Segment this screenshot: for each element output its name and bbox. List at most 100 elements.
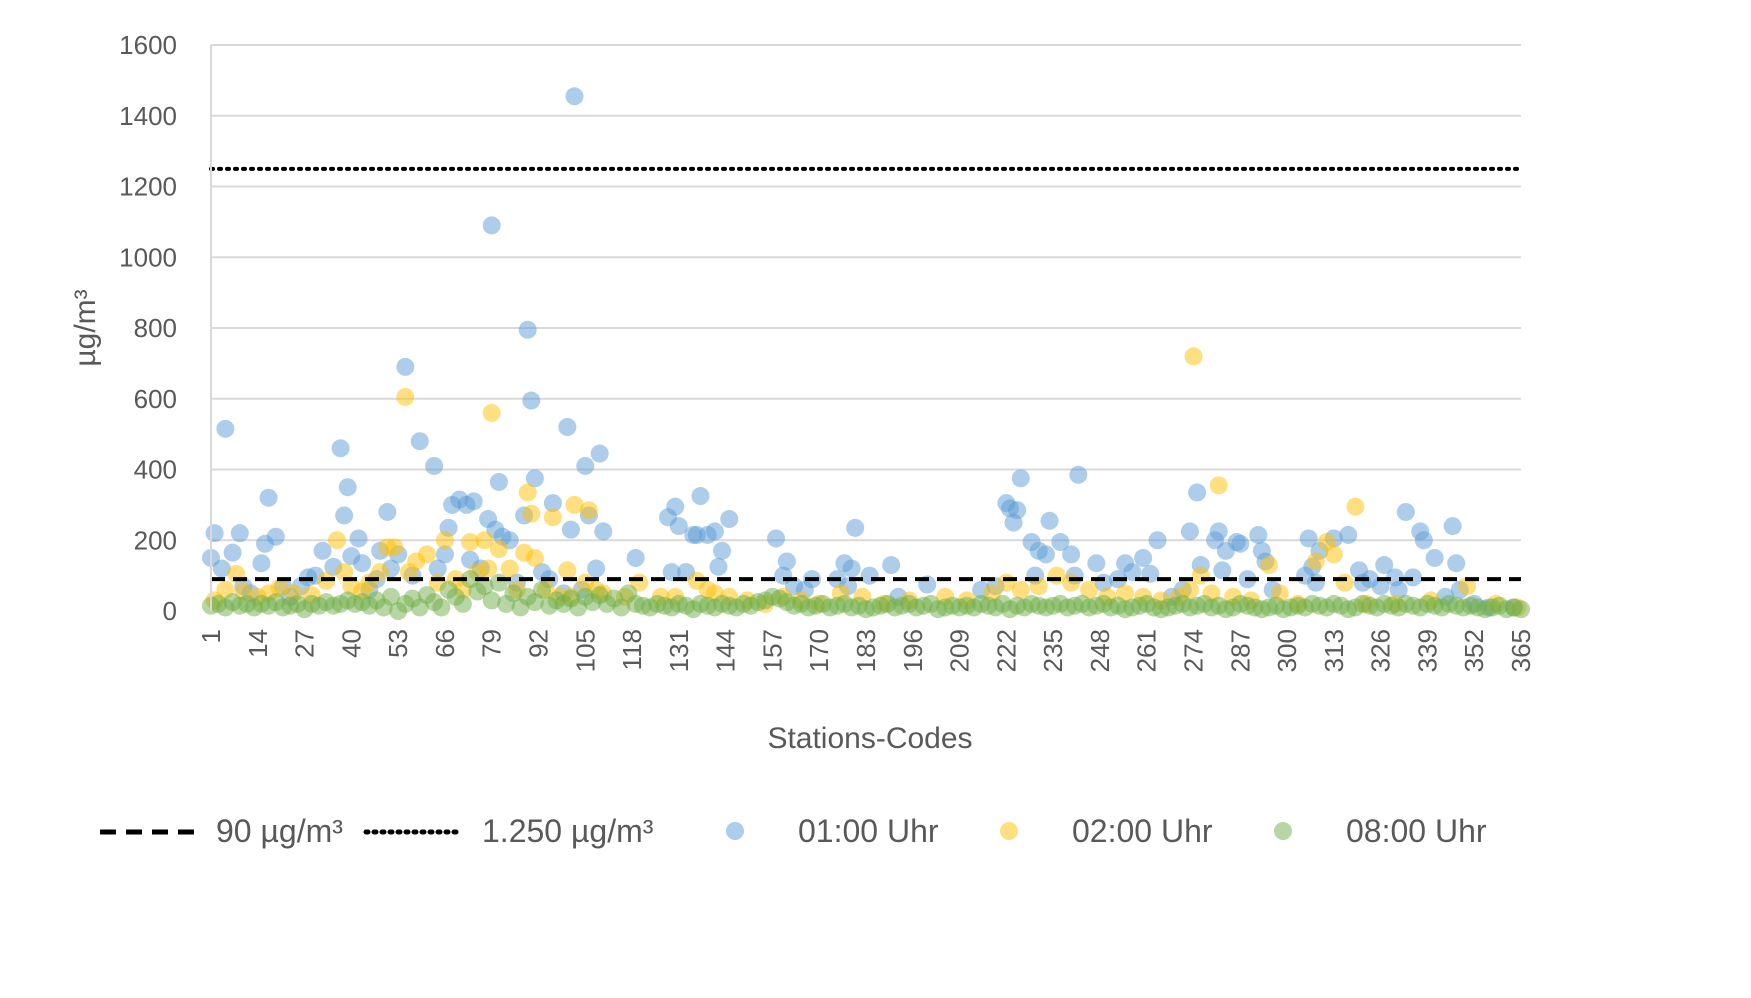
data-point — [349, 529, 368, 548]
data-point — [1414, 531, 1433, 550]
data-point — [335, 506, 354, 525]
y-axis-ticks: 0 200 400 600 800 1000 1200 1400 1600 — [119, 30, 177, 626]
data-point — [525, 548, 544, 567]
data-point — [464, 492, 483, 511]
x-tick-label: 261 — [1132, 629, 1162, 672]
data-point — [475, 531, 494, 550]
data-point — [327, 531, 346, 550]
data-point — [205, 524, 224, 543]
data-point — [479, 559, 498, 578]
data-point — [223, 543, 242, 562]
data-point — [378, 502, 397, 521]
legend-label-1250: 1.250 µg/m³ — [482, 813, 654, 849]
data-point — [313, 541, 332, 560]
x-axis-title: Stations-Codes — [767, 722, 972, 755]
data-point — [1447, 554, 1466, 573]
y-tick-label: 200 — [134, 525, 177, 555]
data-point — [489, 540, 508, 559]
data-point — [435, 531, 454, 550]
legend-label-0100: 01:00 Uhr — [798, 813, 939, 849]
y-tick-label: 1200 — [119, 172, 177, 202]
x-axis-ticks: 1 14 27 40 53 66 79 92 105 118 131 144 157 170 183 196 2… — [196, 629, 1536, 672]
x-tick-label: 118 — [617, 629, 647, 670]
data-point — [1512, 600, 1530, 619]
data-point — [371, 563, 390, 582]
data-point — [1443, 517, 1462, 536]
data-point — [396, 357, 415, 376]
data-point — [1335, 573, 1354, 592]
data-point — [1425, 548, 1444, 567]
data-point — [518, 320, 537, 339]
x-tick-label: 196 — [898, 629, 928, 672]
x-tick-label: 287 — [1225, 629, 1255, 672]
x-tick-label: 222 — [991, 629, 1021, 672]
data-point — [1306, 573, 1325, 592]
data-point — [1306, 552, 1325, 571]
data-point — [767, 529, 786, 548]
data-point — [525, 469, 544, 488]
data-point — [482, 403, 501, 422]
x-tick-label: 300 — [1272, 629, 1302, 672]
data-point — [482, 216, 501, 235]
reference-lines — [209, 166, 1523, 582]
data-point — [1324, 545, 1343, 564]
x-tick-label: 235 — [1038, 629, 1068, 672]
data-point — [410, 432, 429, 451]
data-point — [705, 522, 724, 541]
data-point — [543, 494, 562, 513]
data-point — [453, 594, 472, 613]
x-tick-label: 313 — [1319, 629, 1349, 672]
data-point — [1087, 554, 1106, 573]
data-point — [522, 504, 541, 523]
data-point — [338, 478, 357, 497]
x-tick-label: 79 — [477, 629, 507, 658]
data-point — [666, 497, 685, 516]
data-point — [230, 524, 249, 543]
data-point — [558, 561, 577, 580]
data-point — [669, 517, 688, 536]
data-point — [565, 495, 584, 514]
data-point — [212, 559, 231, 578]
x-tick-label: 27 — [290, 629, 320, 658]
data-point — [1404, 568, 1423, 587]
x-tick-label: 326 — [1366, 629, 1396, 672]
data-point — [1029, 577, 1048, 596]
data-point — [381, 587, 400, 606]
data-point — [504, 584, 523, 603]
data-point — [860, 566, 879, 585]
data-point — [558, 418, 577, 437]
data-point — [576, 456, 595, 475]
x-tick-label: 66 — [430, 629, 460, 658]
data-point — [561, 520, 580, 539]
legend-marker-0200 — [1000, 822, 1018, 840]
grid-layer — [211, 44, 1521, 542]
legend-marker-0100 — [726, 822, 744, 840]
data-point — [846, 518, 865, 537]
x-tick-label: 352 — [1459, 629, 1489, 672]
y-tick-label: 0 — [163, 596, 177, 626]
data-point — [1188, 483, 1207, 502]
data-point — [1036, 545, 1055, 564]
data-point — [590, 444, 609, 463]
legend-marker-0800 — [1274, 822, 1292, 840]
x-tick-label: 53 — [383, 629, 413, 658]
data-point — [522, 391, 541, 410]
data-point — [259, 488, 278, 507]
data-point — [335, 563, 354, 582]
y-axis-title: µg/m³ — [69, 289, 102, 366]
data-point — [425, 456, 444, 475]
data-point — [1148, 531, 1167, 550]
data-point — [662, 563, 681, 582]
data-point — [1191, 566, 1210, 585]
data-point — [1080, 580, 1099, 599]
x-tick-label: 1 — [196, 629, 226, 643]
data-point — [882, 556, 901, 575]
data-point — [713, 541, 732, 560]
x-tick-label: 209 — [945, 629, 975, 672]
data-point — [842, 559, 861, 578]
data-point — [1008, 501, 1027, 520]
y-tick-label: 1600 — [119, 30, 177, 60]
data-point — [1184, 347, 1203, 366]
data-point — [709, 557, 728, 576]
data-point — [385, 538, 404, 557]
